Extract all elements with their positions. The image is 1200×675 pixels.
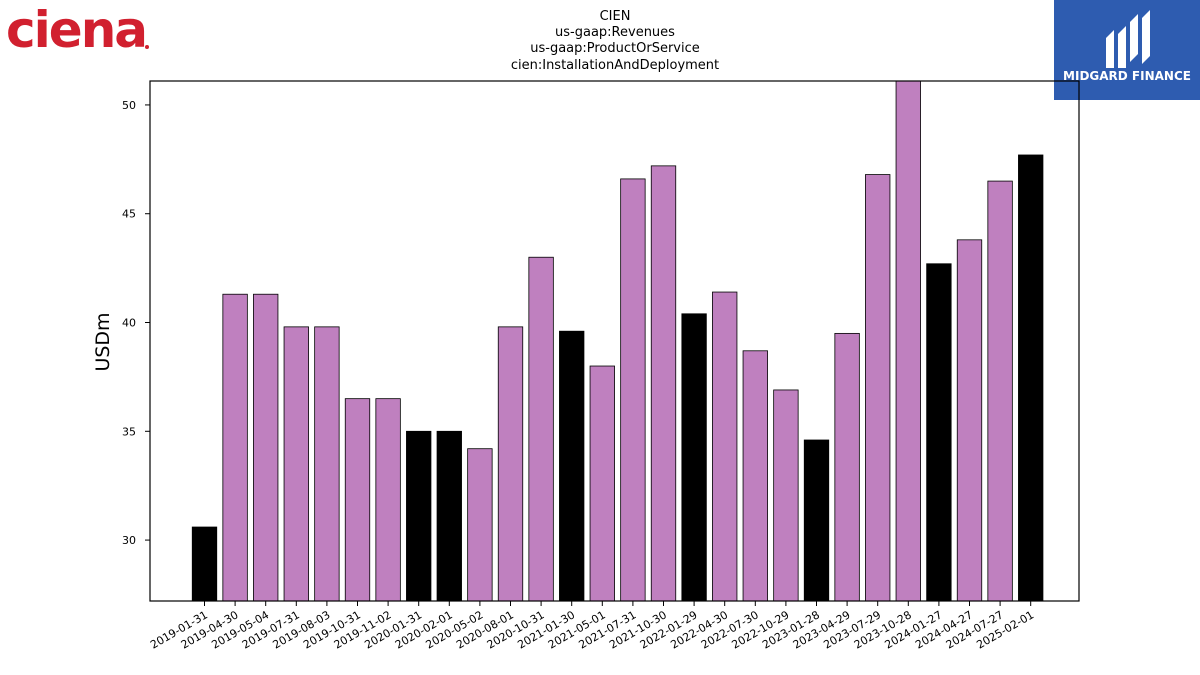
- y-tick-label: 35: [122, 425, 136, 438]
- bar-2024-04-27: [956, 239, 983, 602]
- bar-2021-01-30: [559, 330, 585, 602]
- bar-2022-04-30: [712, 291, 738, 602]
- bar-2020-02-01: [436, 430, 462, 602]
- y-tick-label: 30: [122, 534, 136, 547]
- bar-2021-10-30: [650, 165, 677, 602]
- chart-title-line-4: cien:InstallationAndDeployment: [511, 58, 719, 73]
- midgard-emblem-icon: [1106, 10, 1150, 68]
- bar-2019-01-31: [191, 526, 218, 602]
- bar-2021-05-01: [589, 365, 615, 602]
- y-axis: 30 35 40 45 50: [122, 99, 150, 547]
- bar-2019-08-03: [314, 326, 340, 602]
- y-tick-label: 45: [122, 208, 136, 221]
- bar-2020-10-31: [528, 256, 554, 602]
- bar-2019-10-31: [344, 398, 371, 602]
- midgard-logo-text: MIDGARD FINANCE: [1063, 69, 1191, 83]
- bar-2022-07-30: [742, 350, 768, 602]
- y-tick-label: 50: [122, 99, 136, 112]
- bar-2020-01-31: [406, 430, 432, 602]
- bar-2021-07-31: [620, 178, 646, 602]
- bar-2023-01-28: [803, 439, 830, 602]
- chart-title-line-3: us-gaap:ProductOrService: [530, 41, 700, 56]
- bar-2023-04-29: [834, 332, 860, 602]
- bar-2023-10-28: [895, 80, 921, 602]
- bars-group: [191, 80, 1044, 602]
- y-tick-label: 40: [122, 317, 136, 330]
- midgard-finance-logo: MIDGARD FINANCE: [1054, 0, 1200, 100]
- bar-2024-07-27: [987, 180, 1013, 602]
- x-axis: 2019-01-312019-04-302019-05-042019-07-31…: [148, 601, 1036, 652]
- bar-2024-01-27: [926, 263, 952, 602]
- chart-title-line-2: us-gaap:Revenues: [555, 25, 675, 40]
- chart-title: CIEN us-gaap:Revenues us-gaap:ProductOrS…: [511, 9, 719, 73]
- bar-2019-05-04: [253, 293, 279, 602]
- bar-2020-05-02: [467, 448, 493, 602]
- bar-2019-07-31: [283, 326, 309, 602]
- bar-2019-04-30: [222, 293, 248, 602]
- midgard-logo-background: [1054, 0, 1200, 100]
- bar-2025-02-01: [1018, 154, 1044, 602]
- chart-title-line-1: CIEN: [600, 9, 631, 24]
- ciena-logo-text: ciena: [6, 2, 146, 54]
- ciena-logo-dot: [145, 45, 149, 49]
- bar-2023-07-29: [865, 174, 891, 602]
- bar-2019-11-02: [375, 398, 401, 602]
- ciena-logo: ciena: [6, 2, 149, 54]
- plot-frame: [149, 80, 1080, 602]
- bar-2020-08-01: [497, 326, 524, 602]
- y-axis-label: USDm: [92, 312, 114, 371]
- bar-2022-10-29: [773, 389, 799, 602]
- bar-2022-01-29: [681, 313, 707, 602]
